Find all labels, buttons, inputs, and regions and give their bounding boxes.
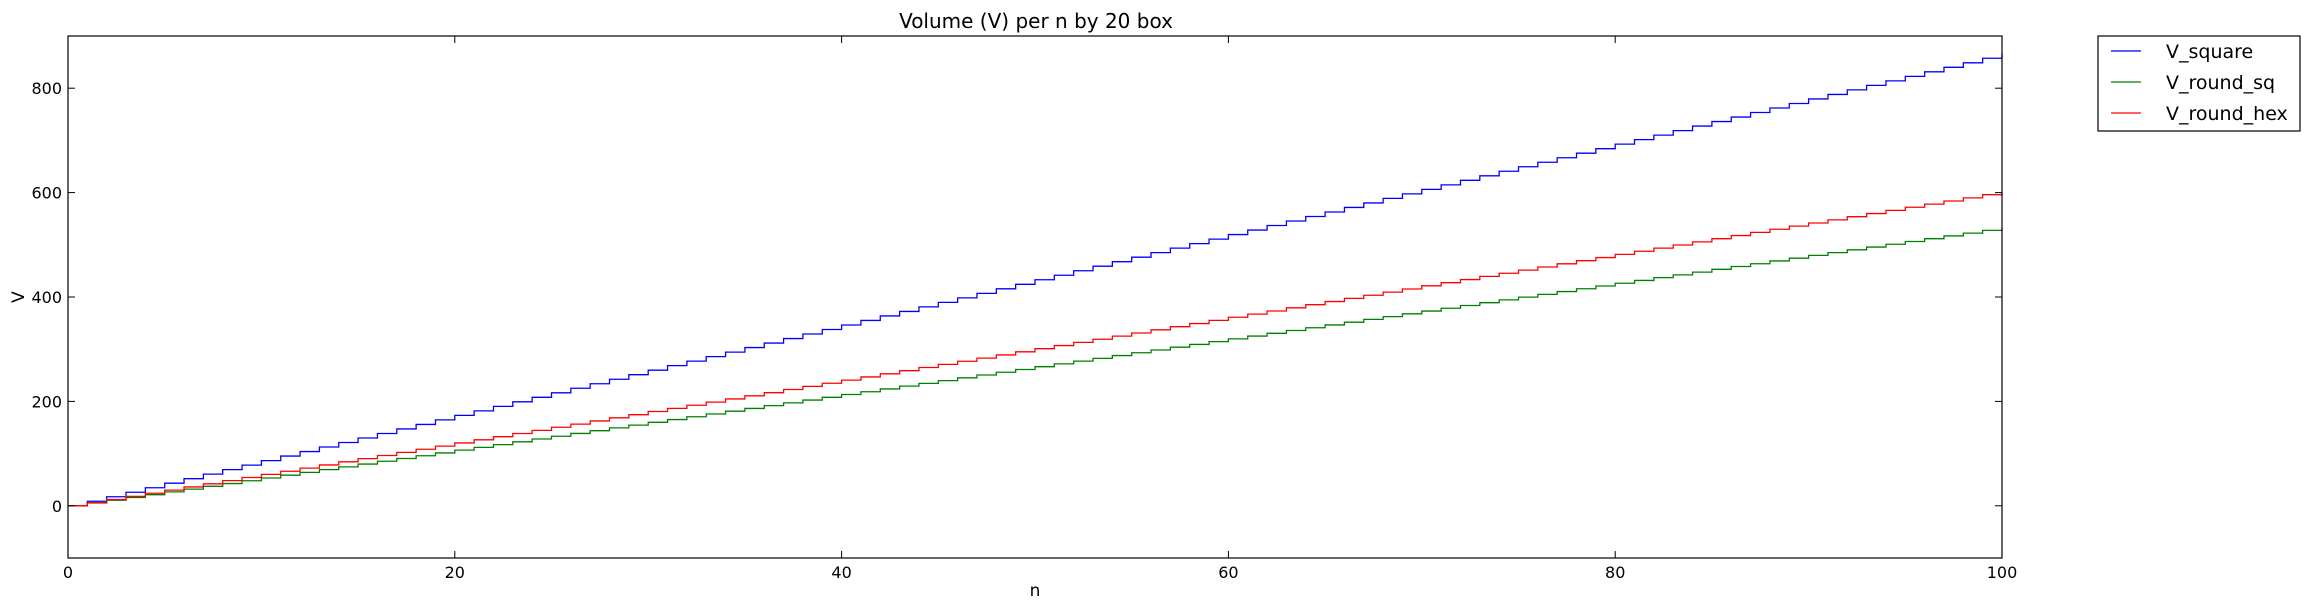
- x-tick-label: 80: [1605, 563, 1625, 582]
- legend-entry-label: V_square: [2166, 41, 2253, 63]
- legend: V_square V_round_sq V_round_hex: [2097, 35, 2301, 132]
- legend-box: [2097, 35, 2301, 132]
- series-layer: [68, 53, 2003, 507]
- legend-entry-label: V_round_hex: [2166, 103, 2288, 125]
- series-line-v-round-sq: [68, 227, 2003, 507]
- y-axis-label: V: [9, 291, 29, 303]
- y-tick-label: 800: [31, 79, 62, 98]
- chart-title: Volume (V) per n by 20 box: [899, 9, 1173, 33]
- y-tick-label: 600: [31, 184, 62, 203]
- legend-entry-label: V_round_sq: [2166, 72, 2275, 94]
- y-tick-label: 200: [31, 392, 62, 411]
- x-tick-label: 40: [831, 563, 851, 582]
- y-axis-ticks: 0 200 400 600 800: [31, 79, 2002, 516]
- series-line-v-round-hex: [68, 191, 2003, 507]
- y-tick-label: 400: [31, 288, 62, 307]
- x-axis-ticks: 0 20 40 60 80 100: [63, 36, 2017, 582]
- series-line-v-square: [68, 53, 2003, 507]
- x-tick-label: 0: [63, 563, 73, 582]
- x-tick-label: 60: [1218, 563, 1238, 582]
- x-tick-label: 20: [445, 563, 465, 582]
- x-axis-label: n: [1030, 581, 1041, 600]
- y-tick-label: 0: [52, 497, 62, 516]
- plot-area-frame: [67, 35, 2003, 559]
- x-tick-label: 100: [1987, 563, 2018, 582]
